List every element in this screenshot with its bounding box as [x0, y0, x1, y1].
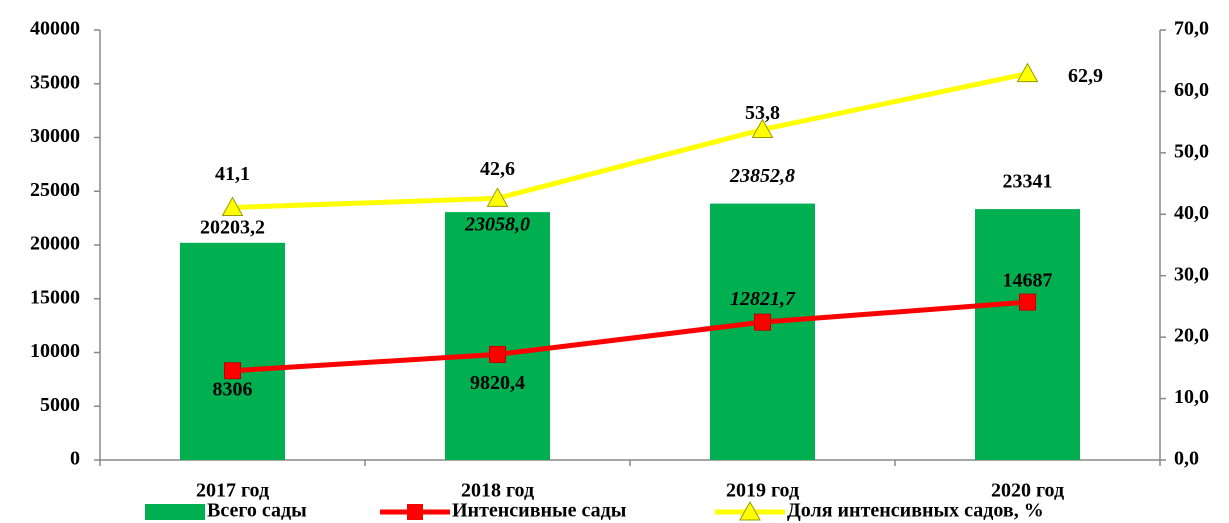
- y-tick-label: 25000: [30, 179, 80, 201]
- line: [232, 71, 1029, 211]
- y2-tick-label: 70,0: [1174, 18, 1209, 40]
- marker: [224, 362, 241, 380]
- marker: [751, 118, 774, 139]
- marker: [489, 345, 506, 363]
- data-label: 42,6: [480, 158, 515, 180]
- y-tick-label: 10000: [30, 340, 80, 362]
- data-label: 9820,4: [470, 372, 525, 394]
- y-tick-label: 20000: [30, 233, 80, 255]
- marker: [1016, 62, 1039, 83]
- x-tick-label: 2019 год: [726, 480, 799, 502]
- legend-label: Всего сады: [207, 500, 307, 522]
- y2-tick-label: 20,0: [1174, 325, 1209, 347]
- data-label: 14687: [1003, 270, 1053, 292]
- legend-marker: [407, 504, 423, 520]
- marker: [486, 187, 509, 207]
- data-label: 53,8: [745, 102, 780, 124]
- line: [232, 299, 1028, 374]
- data-label: 41,1: [215, 163, 250, 185]
- y-tick-label: 40000: [30, 18, 80, 40]
- bar: [975, 209, 1080, 460]
- y-tick-label: 5000: [40, 394, 80, 416]
- y-tick-label: 35000: [30, 71, 80, 93]
- legend-label: Доля интенсивных садов, %: [787, 500, 1044, 522]
- bar: [445, 212, 550, 460]
- data-label: 12821,7: [730, 288, 796, 310]
- bar: [710, 203, 815, 460]
- y2-tick-label: 60,0: [1174, 79, 1209, 101]
- y2-tick-label: 0,0: [1174, 448, 1199, 470]
- data-label: 23852,8: [729, 165, 795, 187]
- x-tick-label: 2020 год: [991, 480, 1064, 502]
- legend-label: Интенсивные сады: [452, 500, 627, 522]
- data-label: 62,9: [1068, 65, 1103, 87]
- legend-marker: [739, 500, 761, 521]
- legend-swatch: [145, 504, 205, 520]
- marker: [1019, 293, 1036, 311]
- marker: [754, 313, 771, 331]
- y-tick-label: 0: [70, 448, 80, 470]
- y-tick-label: 30000: [30, 125, 80, 147]
- bar: [180, 242, 285, 460]
- data-label: 20203,2: [200, 216, 265, 238]
- y2-tick-label: 40,0: [1174, 202, 1209, 224]
- marker: [221, 196, 244, 217]
- y-tick-label: 15000: [30, 286, 80, 308]
- data-label: 23341: [1003, 171, 1053, 193]
- data-label: 23058,0: [464, 214, 530, 236]
- y2-tick-label: 50,0: [1174, 140, 1209, 162]
- y2-tick-label: 10,0: [1174, 386, 1209, 408]
- data-label: 8306: [213, 378, 253, 400]
- x-tick-label: 2017 год: [196, 480, 269, 502]
- y2-tick-label: 30,0: [1174, 263, 1209, 285]
- x-tick-label: 2018 год: [461, 480, 534, 502]
